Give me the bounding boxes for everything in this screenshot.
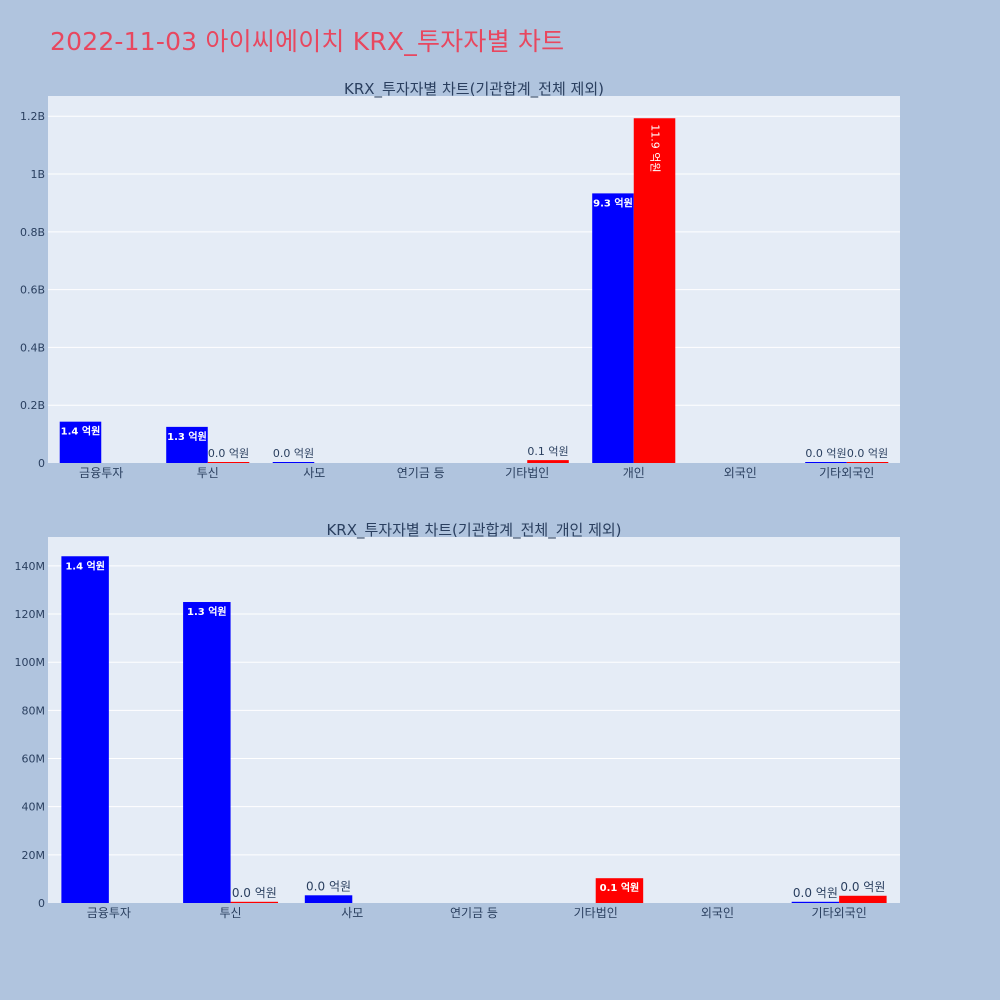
chart1-xtick-label: 기타법인	[505, 466, 549, 480]
chart1-xtick-label: 기타외국인	[819, 466, 874, 480]
chart1-xtick-label: 개인	[623, 466, 645, 480]
chart2-xtick-label: 금융투자	[87, 906, 131, 920]
chart1-data-label: 9.3 억원	[593, 196, 633, 209]
chart2-ytick-label: 120M	[15, 608, 46, 621]
chart1-bar	[166, 426, 208, 463]
chart2-xtick-label: 기타외국인	[812, 906, 867, 920]
chart2-data-label: 0.0 억원	[840, 880, 885, 894]
chart2-bar	[839, 895, 887, 903]
chart1-ytick-label: 0	[38, 457, 45, 470]
chart2-xtick-label: 연기금 등	[450, 906, 498, 920]
chart2-data-label: 1.4 억원	[65, 559, 105, 572]
chart1-data-label: 1.3 억원	[167, 430, 207, 443]
chart1-ytick-label: 1B	[30, 168, 45, 181]
page-title: 2022-11-03 아이씨에이치 KRX_투자자별 차트	[50, 27, 565, 56]
chart2-ytick-label: 80M	[22, 704, 46, 717]
chart1-data-label: 0.0 억원	[805, 447, 846, 460]
chart2-bar	[304, 895, 353, 903]
chart2-bar	[61, 556, 109, 903]
chart1-bar	[207, 462, 250, 463]
chart1-ytick-label: 0.6B	[20, 284, 45, 297]
chart1-xtick-label: 투신	[197, 466, 219, 480]
chart2-ytick-label: 40M	[22, 801, 46, 814]
chart1-bar	[592, 193, 634, 463]
chart2-bar	[183, 602, 231, 903]
chart2-xtick-label: 사모	[341, 906, 363, 920]
chart2-ytick-label: 100M	[15, 656, 46, 669]
chart2-ytick-label: 140M	[15, 560, 46, 573]
chart2-title: KRX_투자자별 차트(기관합계_전체_개인 제외)	[326, 521, 621, 540]
chart1-xtick-label: 연기금 등	[397, 466, 445, 480]
chart1-bar	[59, 421, 102, 463]
chart2-data-label: 0.1 억원	[600, 881, 640, 894]
chart1-bar	[272, 462, 315, 463]
chart2-data-label: 0.0 억원	[306, 879, 351, 893]
chart2-plot-area	[48, 537, 900, 903]
chart2-ytick-label: 0	[38, 897, 45, 910]
chart1-bar	[527, 460, 569, 463]
chart2-bar	[791, 901, 840, 903]
chart1-ytick-label: 0.4B	[20, 341, 45, 354]
chart1-xtick-label: 외국인	[724, 466, 757, 480]
chart1-ytick-label: 0.8B	[20, 226, 45, 239]
chart1-xtick-label: 사모	[303, 466, 325, 480]
chart2-data-label: 0.0 억원	[232, 886, 277, 900]
chart1-bar	[805, 462, 847, 463]
chart1-xtick-label: 금융투자	[79, 466, 123, 480]
chart1-bar	[846, 462, 889, 463]
chart1-data-label: 0.0 억원	[208, 447, 249, 460]
chart2-xtick-label: 투신	[220, 906, 242, 920]
chart1-data-label: 0.1 억원	[527, 445, 568, 458]
chart1-bar	[633, 118, 676, 463]
chart2-data-label: 0.0 억원	[793, 886, 838, 900]
chart1-data-label: 1.4 억원	[61, 425, 101, 438]
chart1-plot-area	[48, 96, 900, 463]
chart1-data-label: 0.0 억원	[847, 447, 888, 460]
chart1-data-label: 0.0 억원	[273, 447, 314, 460]
chart2-ytick-label: 20M	[22, 849, 46, 862]
chart1-title: KRX_투자자별 차트(기관합계_전체 제외)	[344, 80, 604, 99]
chart2-bar	[230, 901, 279, 903]
chart2-xtick-label: 기타법인	[574, 906, 618, 920]
chart1-ytick-label: 0.2B	[20, 399, 45, 412]
chart2-data-label: 1.3 억원	[187, 605, 227, 618]
chart1-data-label: 11.9 억원	[649, 124, 662, 172]
chart2-ytick-label: 60M	[22, 753, 46, 766]
chart2-xtick-label: 외국인	[701, 906, 734, 920]
chart1-ytick-label: 1.2B	[20, 110, 45, 123]
chart2-bar	[595, 878, 644, 903]
